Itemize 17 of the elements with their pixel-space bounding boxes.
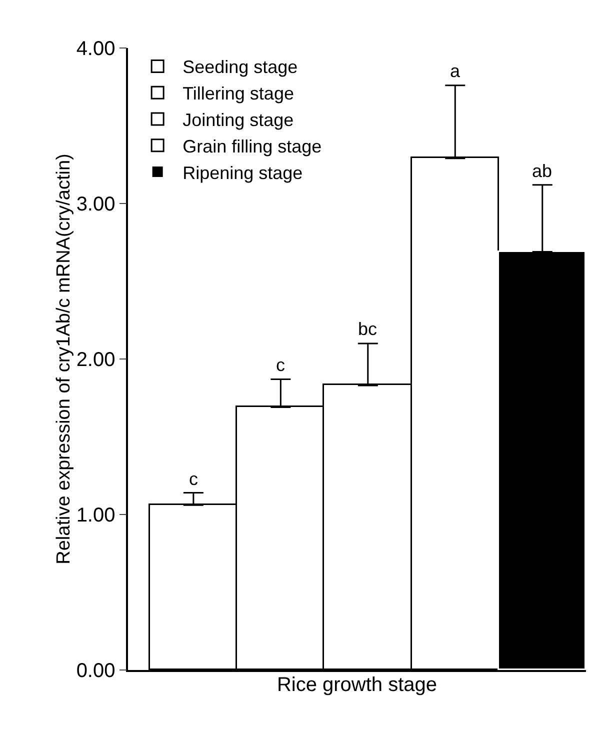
annotation: bc [358, 319, 378, 339]
legend-label: Tillering stage [182, 84, 294, 104]
legend-label: Jointing stage [182, 110, 294, 130]
x-axis-title: Rice growth stage [276, 674, 438, 696]
y-tick-label: 0.00 [76, 660, 116, 682]
annotation: ab [532, 161, 552, 181]
legend-label: Seeding stage [182, 57, 298, 78]
annotation: c [276, 355, 285, 375]
y-tick-label: 4.00 [76, 38, 116, 60]
y-tick-label: 3.00 [76, 194, 116, 216]
annotation: a [450, 61, 461, 81]
annotation: c [189, 469, 198, 489]
y-axis-title: Relative expression of cry1Ab/c mRNA(cry/actin) [53, 154, 74, 564]
y-tick-label: 1.00 [76, 504, 116, 526]
legend-label: Grain filling stage [182, 136, 322, 156]
legend-label: Ripening stage [182, 162, 303, 183]
y-tick-label: 2.00 [76, 349, 116, 371]
